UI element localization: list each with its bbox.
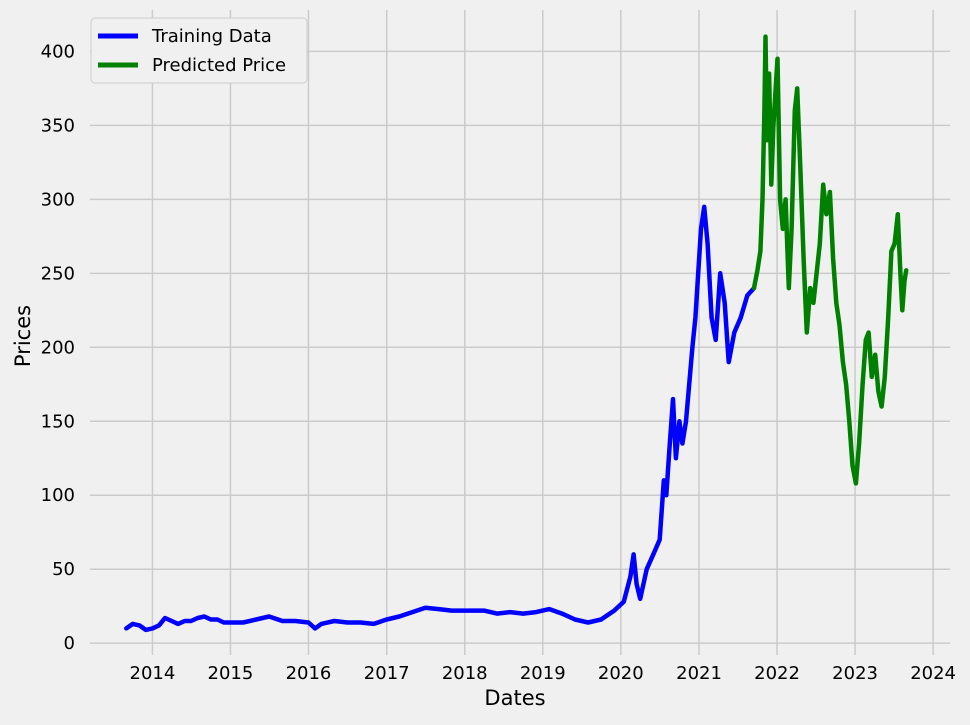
- predicted-price-line: [751, 34, 909, 486]
- x-tick-label: 2024: [910, 663, 956, 684]
- legend-label-training: Training Data: [151, 26, 272, 47]
- x-tick-label: 2023: [832, 663, 878, 684]
- y-tick-label: 0: [64, 633, 75, 654]
- y-tick-label: 350: [41, 115, 75, 136]
- x-tick-label: 2016: [286, 663, 332, 684]
- y-tick-label: 250: [41, 263, 75, 284]
- x-tick-label: 2019: [520, 663, 566, 684]
- y-tick-label: 300: [41, 189, 75, 210]
- plot-area: [90, 10, 950, 655]
- y-tick-label: 100: [41, 485, 75, 506]
- y-axis-ticks: 0 50 100 150 200 250 300 350 400: [41, 41, 75, 654]
- y-tick-label: 400: [41, 41, 75, 62]
- x-tick-label: 2017: [364, 663, 410, 684]
- x-tick-label: 2022: [754, 663, 800, 684]
- x-tick-label: 2018: [442, 663, 488, 684]
- y-tick-label: 50: [52, 559, 75, 580]
- y-tick-label: 150: [41, 411, 75, 432]
- legend: Training Data Predicted Price: [90, 17, 308, 84]
- x-tick-label: 2021: [676, 663, 722, 684]
- x-tick-label: 2015: [208, 663, 254, 684]
- y-tick-label: 200: [41, 337, 75, 358]
- legend-box: [90, 17, 308, 84]
- series-lines: [124, 34, 909, 633]
- legend-label-predicted: Predicted Price: [152, 55, 286, 76]
- x-tick-label: 2014: [130, 663, 176, 684]
- x-axis-ticks: 2014 2015 2016 2017 2018 2019 2020 2021 2022 2023…: [130, 663, 957, 684]
- x-tick-label: 2020: [598, 663, 644, 684]
- training-data-line: [124, 204, 757, 633]
- y-axis-label: Prices: [11, 305, 35, 367]
- x-axis-label: Dates: [484, 686, 545, 710]
